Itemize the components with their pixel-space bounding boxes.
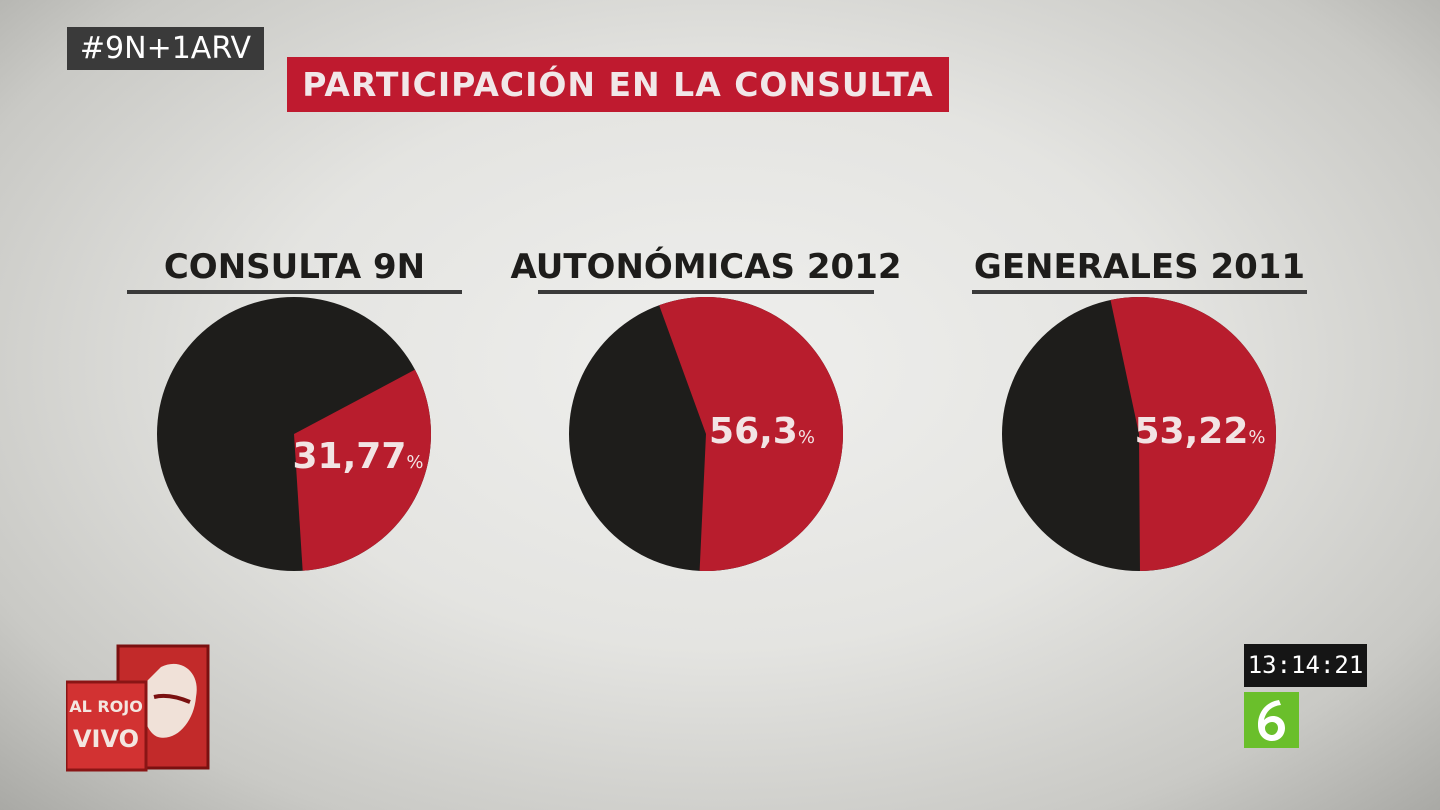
pie-title-1: AUTONÓMICAS 2012 — [510, 246, 901, 287]
logo-line1: AL ROJO — [69, 697, 143, 716]
hashtag-label: #9N+1ARV — [67, 27, 264, 70]
pie-value-label-0: 31,77% — [293, 436, 424, 477]
chart-title: PARTICIPACIÓN EN LA CONSULTA — [287, 57, 949, 112]
pie-slice-participation-1 — [659, 297, 844, 572]
lasexta-6-icon — [1244, 692, 1299, 748]
pie-value-label-2: 53,22% — [1135, 411, 1266, 452]
pie-title-2: GENERALES 2011 — [974, 247, 1305, 287]
logo-line2: VIVO — [73, 725, 139, 753]
pie-slice-participation-2 — [1110, 296, 1277, 571]
pie-title-0: CONSULTA 9N — [164, 247, 425, 287]
al-rojo-vivo-logo-icon: AL ROJO VIVO — [66, 644, 210, 772]
pie-slice-participation-0 — [294, 369, 431, 571]
clock: 13:14:21 — [1244, 644, 1367, 687]
pie-value-label-1: 56,3% — [709, 411, 815, 452]
